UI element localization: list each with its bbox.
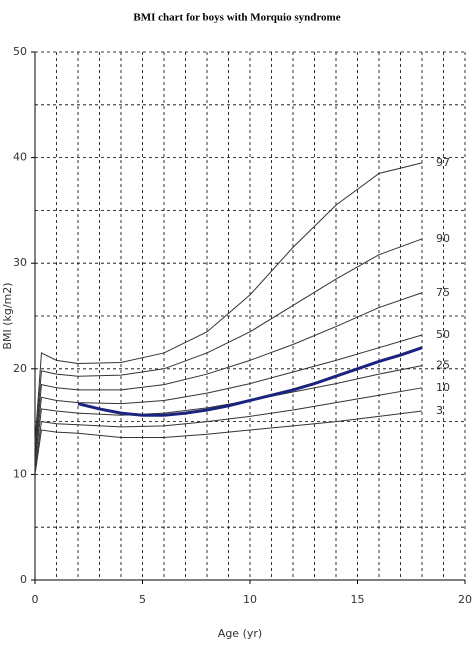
series-line [34,334,423,459]
series-label: 10 [436,381,450,394]
series-line [34,387,423,470]
series-line [34,410,423,475]
series-line [34,162,423,443]
series-line [34,292,423,454]
x-tick-label: 15 [351,593,365,606]
series-label: 75 [436,286,450,299]
y-tick-label: 30 [13,256,27,269]
series-line [34,365,423,464]
series-label: 97 [436,156,450,169]
y-axis-label: BMI (kg/m2) [1,282,14,349]
series-label: 90 [436,232,450,245]
x-tick-label: 0 [32,593,39,606]
series-label: 3 [436,404,443,417]
series-line [34,238,423,449]
x-tick-label: 5 [139,593,146,606]
y-tick-label: 50 [13,45,27,58]
y-tick-label: 40 [13,151,27,164]
y-tick-label: 10 [13,467,27,480]
chart-title: BMI chart for boys with Morquio syndrome [133,12,340,24]
x-axis-label: Age (yr) [218,627,262,640]
x-tick-label: 20 [458,593,472,606]
series-label: 50 [436,328,450,341]
series-line [77,346,423,417]
x-tick-label: 10 [243,593,257,606]
y-tick-label: 20 [13,362,27,375]
series-label: 25 [436,359,450,372]
y-tick-label: 0 [20,573,27,586]
